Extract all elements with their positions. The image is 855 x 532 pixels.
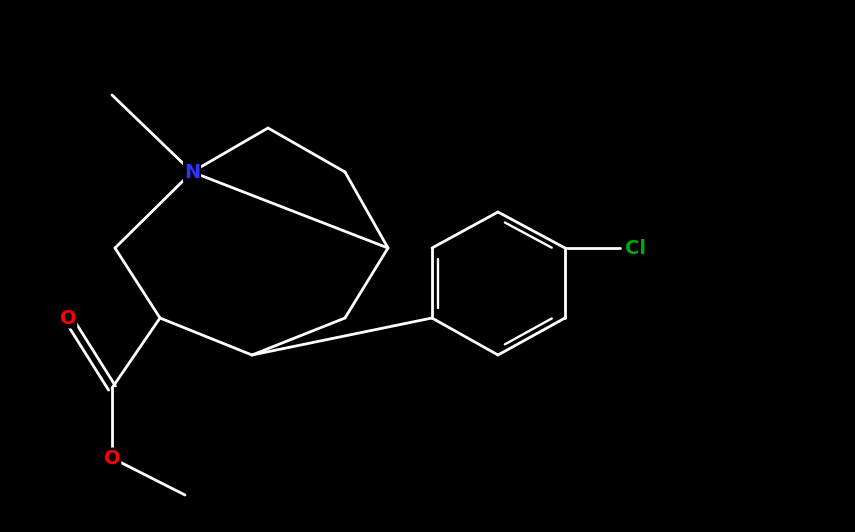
Text: O: O [103, 448, 121, 468]
Text: O: O [60, 309, 76, 328]
Text: N: N [184, 162, 200, 181]
Text: Cl: Cl [624, 238, 646, 257]
